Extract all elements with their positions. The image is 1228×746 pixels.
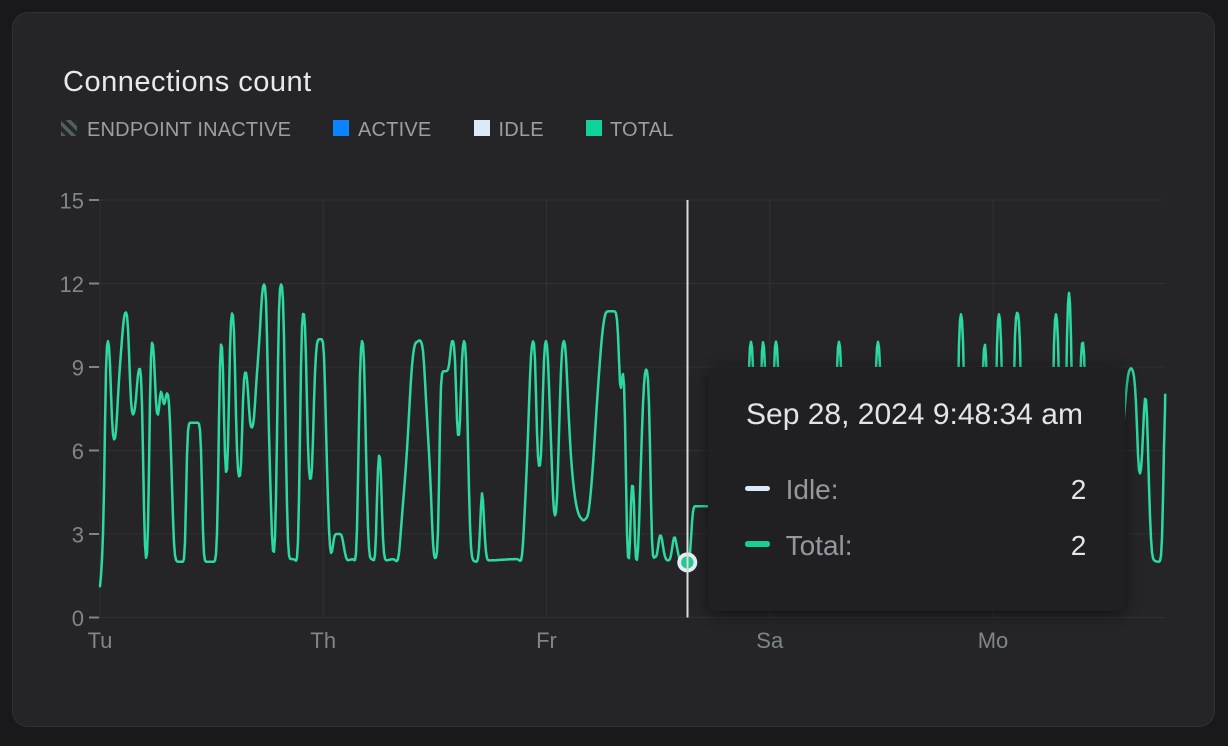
svg-text:9: 9 [72,355,84,380]
svg-text:Mo: Mo [978,628,1009,653]
svg-text:15: 15 [60,188,84,213]
svg-text:6: 6 [72,439,84,464]
svg-text:3: 3 [72,522,84,547]
svg-text:Tu: Tu [88,628,113,653]
svg-text:12: 12 [60,272,84,297]
svg-text:Fr: Fr [536,628,557,653]
svg-text:Th: Th [310,628,336,653]
svg-text:Sa: Sa [756,628,784,653]
svg-text:0: 0 [72,606,84,631]
